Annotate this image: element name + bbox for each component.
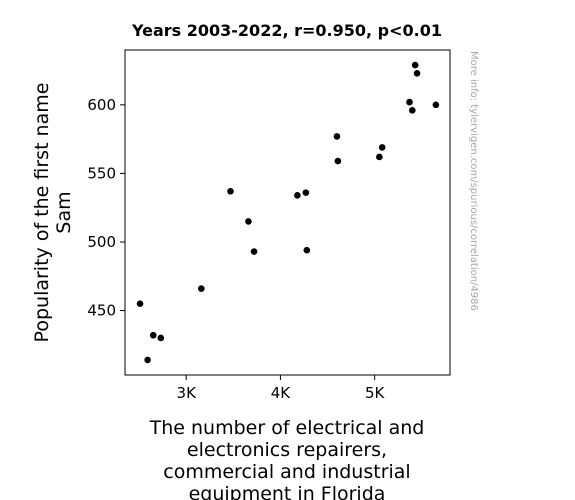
data-point	[245, 218, 252, 225]
data-point	[250, 248, 258, 255]
x-axis-label-line: commercial and industrial	[163, 461, 410, 483]
data-point	[149, 331, 157, 339]
data-point	[378, 144, 386, 151]
y-tick-label: 500	[87, 233, 116, 251]
y-axis-label-line: Popularity of the first name	[31, 83, 53, 343]
data-point	[227, 187, 234, 195]
data-point	[198, 285, 205, 292]
x-axis-label-line: electronics repairers,	[187, 439, 387, 461]
data-point	[334, 157, 342, 165]
source-note: More info: tylervigen.com/spurious/corre…	[468, 51, 479, 311]
data-point	[136, 300, 144, 307]
x-tick-label: 5K	[365, 384, 386, 402]
plot-area	[124, 49, 451, 376]
data-point	[432, 101, 440, 109]
data-point	[413, 70, 421, 77]
data-point	[409, 107, 416, 114]
data-point	[294, 192, 301, 199]
x-axis-label: The number of electrical andelectronics …	[149, 417, 425, 500]
y-tick-label: 600	[87, 96, 116, 114]
x-axis-label-line: equipment in Florida	[189, 483, 386, 500]
data-point	[333, 133, 341, 140]
x-axis-ticks: 3K 4K 5K	[177, 375, 386, 402]
data-point	[376, 153, 383, 161]
x-tick-label: 4K	[271, 384, 292, 402]
data-point	[411, 61, 419, 69]
data-point	[303, 246, 311, 254]
y-tick-label: 450	[87, 302, 116, 320]
chart-title: Years 2003-2022, r=0.950, p<0.01	[131, 21, 442, 40]
y-axis-label: Popularity of the first name Sam	[31, 83, 75, 343]
data-point	[406, 98, 413, 106]
y-tick-label: 550	[87, 164, 116, 182]
data-point	[302, 189, 310, 196]
x-tick-label: 3K	[177, 384, 198, 402]
data-point	[157, 334, 165, 342]
data-points	[136, 61, 440, 364]
y-axis-label-line: Sam	[53, 191, 75, 233]
y-axis-ticks: 450 500 550 600	[87, 96, 125, 320]
data-point	[144, 356, 151, 364]
x-axis-label-line: The number of electrical and	[149, 417, 425, 439]
